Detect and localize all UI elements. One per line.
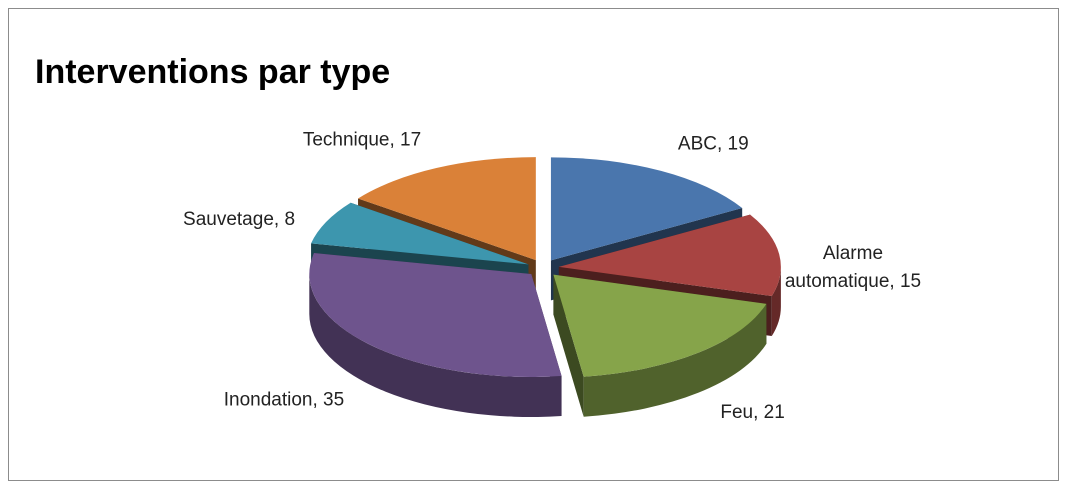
data-label: Inondation, 35 — [224, 390, 344, 411]
slice — [550, 157, 743, 261]
slice-wall — [309, 274, 562, 418]
slice-wall — [583, 303, 767, 417]
data-label: Technique, 17 — [303, 129, 421, 150]
data-label-line: Alarme — [823, 243, 883, 264]
data-label: Feu, 21 — [720, 402, 784, 423]
slice — [558, 214, 781, 297]
chart-title: Interventions par type — [35, 53, 390, 91]
slice-wall — [771, 266, 781, 337]
data-label-line: automatique, 15 — [785, 271, 921, 292]
slice — [309, 253, 562, 378]
data-label: Sauvetage, 8 — [183, 209, 295, 230]
data-label: ABC, 19 — [678, 134, 749, 155]
slice — [553, 274, 767, 377]
data-label: Alarme automatique, 15 — [785, 243, 921, 292]
slice — [358, 157, 536, 261]
slice-side — [553, 274, 584, 417]
slice — [311, 202, 529, 265]
